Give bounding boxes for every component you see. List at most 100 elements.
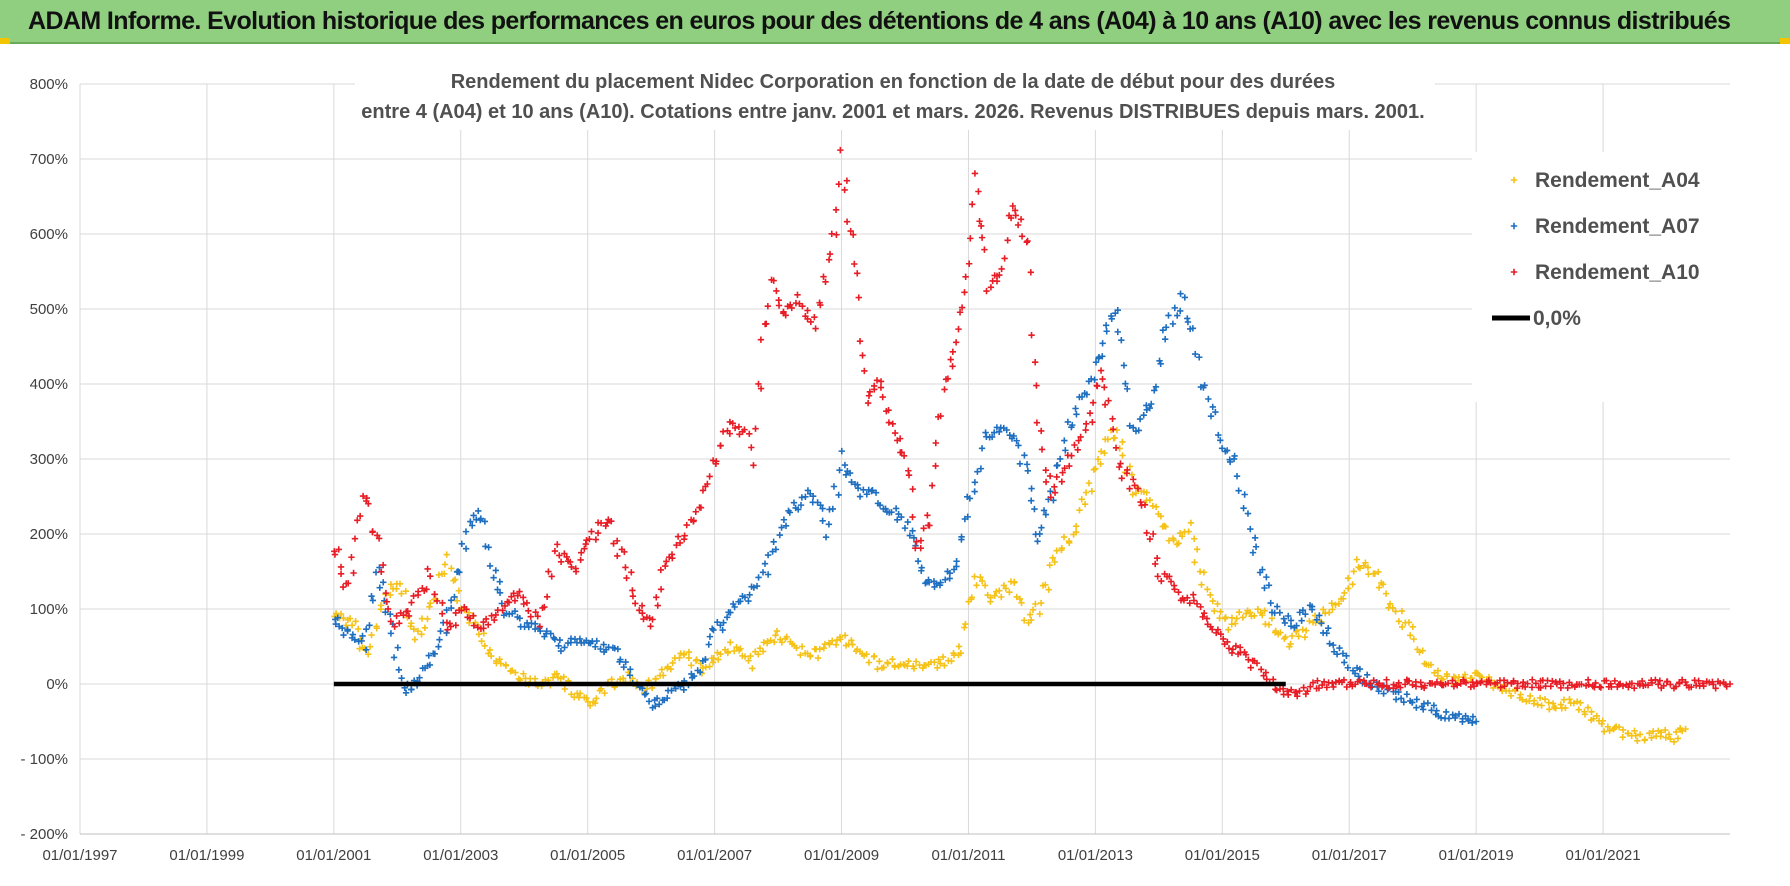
data-point	[1027, 497, 1035, 504]
data-point	[557, 647, 565, 655]
data-point	[1302, 611, 1309, 618]
data-point	[663, 558, 670, 565]
data-point	[418, 615, 426, 622]
data-point	[487, 652, 495, 660]
data-point	[949, 348, 957, 356]
data-point	[1360, 677, 1368, 684]
data-point	[856, 493, 864, 500]
data-point	[502, 662, 510, 669]
data-point	[647, 623, 654, 630]
data-point	[1135, 427, 1142, 434]
data-point	[1112, 444, 1120, 451]
data-point	[832, 206, 840, 214]
data-point	[771, 638, 778, 646]
data-point	[561, 644, 568, 651]
data-point	[531, 675, 539, 682]
data-point	[1433, 707, 1440, 714]
data-point	[632, 600, 639, 607]
data-point	[759, 648, 767, 655]
data-point	[1292, 688, 1300, 696]
data-point	[514, 592, 521, 599]
data-point	[1184, 594, 1191, 601]
data-point	[482, 543, 489, 550]
data-point	[1306, 617, 1313, 625]
data-point	[1083, 391, 1091, 398]
data-point	[904, 518, 911, 526]
data-point	[387, 610, 394, 618]
data-point	[398, 590, 405, 597]
data-point	[780, 308, 787, 316]
data-point	[918, 564, 925, 571]
data-point	[966, 495, 974, 502]
data-point	[1217, 608, 1224, 615]
data-point	[364, 651, 372, 658]
data-point	[802, 493, 809, 501]
data-point	[382, 608, 389, 616]
data-point	[1341, 589, 1348, 597]
data-point	[1655, 681, 1662, 688]
data-point	[1403, 691, 1411, 698]
data-point	[676, 654, 683, 662]
data-point	[1074, 446, 1081, 454]
data-point	[368, 631, 375, 639]
data-point	[1061, 437, 1068, 444]
data-point	[1009, 202, 1017, 210]
data-point	[1638, 677, 1646, 685]
data-point	[909, 527, 916, 535]
data-point	[710, 626, 717, 634]
data-point	[425, 652, 432, 659]
data-point	[1193, 546, 1201, 553]
data-point	[1465, 717, 1472, 724]
data-point	[525, 623, 532, 631]
data-point	[1034, 538, 1041, 545]
data-point	[1059, 469, 1066, 476]
data-point	[376, 584, 383, 591]
data-point	[769, 548, 776, 555]
data-point	[376, 564, 383, 571]
data-point	[755, 574, 762, 581]
data-point	[657, 586, 665, 593]
data-point	[1367, 680, 1374, 687]
data-point	[934, 664, 941, 671]
data-point	[1021, 452, 1028, 459]
data-point	[937, 412, 944, 420]
corner-accent-right	[1780, 38, 1790, 44]
data-point	[709, 457, 717, 464]
data-point	[1597, 684, 1605, 691]
data-point	[1117, 460, 1124, 467]
data-point	[1217, 437, 1224, 444]
data-point	[598, 685, 605, 693]
data-point	[1517, 691, 1524, 698]
data-point	[1232, 642, 1240, 650]
data-point	[773, 287, 780, 295]
data-point	[799, 302, 806, 310]
data-point	[953, 558, 960, 565]
legend-swatch-marker	[1510, 222, 1518, 230]
data-point	[1017, 216, 1025, 223]
data-point	[1545, 699, 1552, 706]
data-point	[1235, 608, 1243, 616]
x-tick-label: 01/01/2017	[1312, 847, 1387, 864]
data-point	[731, 603, 738, 611]
data-point	[755, 651, 762, 658]
data-point	[848, 478, 855, 486]
data-point	[645, 698, 653, 705]
data-point	[597, 519, 605, 527]
data-point	[1185, 528, 1192, 535]
data-point	[1386, 600, 1394, 608]
data-point	[1253, 659, 1261, 667]
data-point	[1299, 626, 1306, 633]
y-tick-label: 300%	[30, 451, 68, 468]
data-point	[1118, 337, 1125, 344]
data-point	[394, 644, 402, 651]
data-point	[859, 352, 866, 359]
data-point	[369, 597, 377, 604]
data-point	[1094, 382, 1101, 390]
data-point	[1329, 679, 1336, 687]
data-point	[1468, 674, 1475, 682]
data-point	[1109, 415, 1116, 422]
data-point	[1682, 725, 1689, 733]
data-point	[351, 636, 358, 643]
data-point	[991, 592, 998, 599]
data-point	[837, 636, 844, 643]
